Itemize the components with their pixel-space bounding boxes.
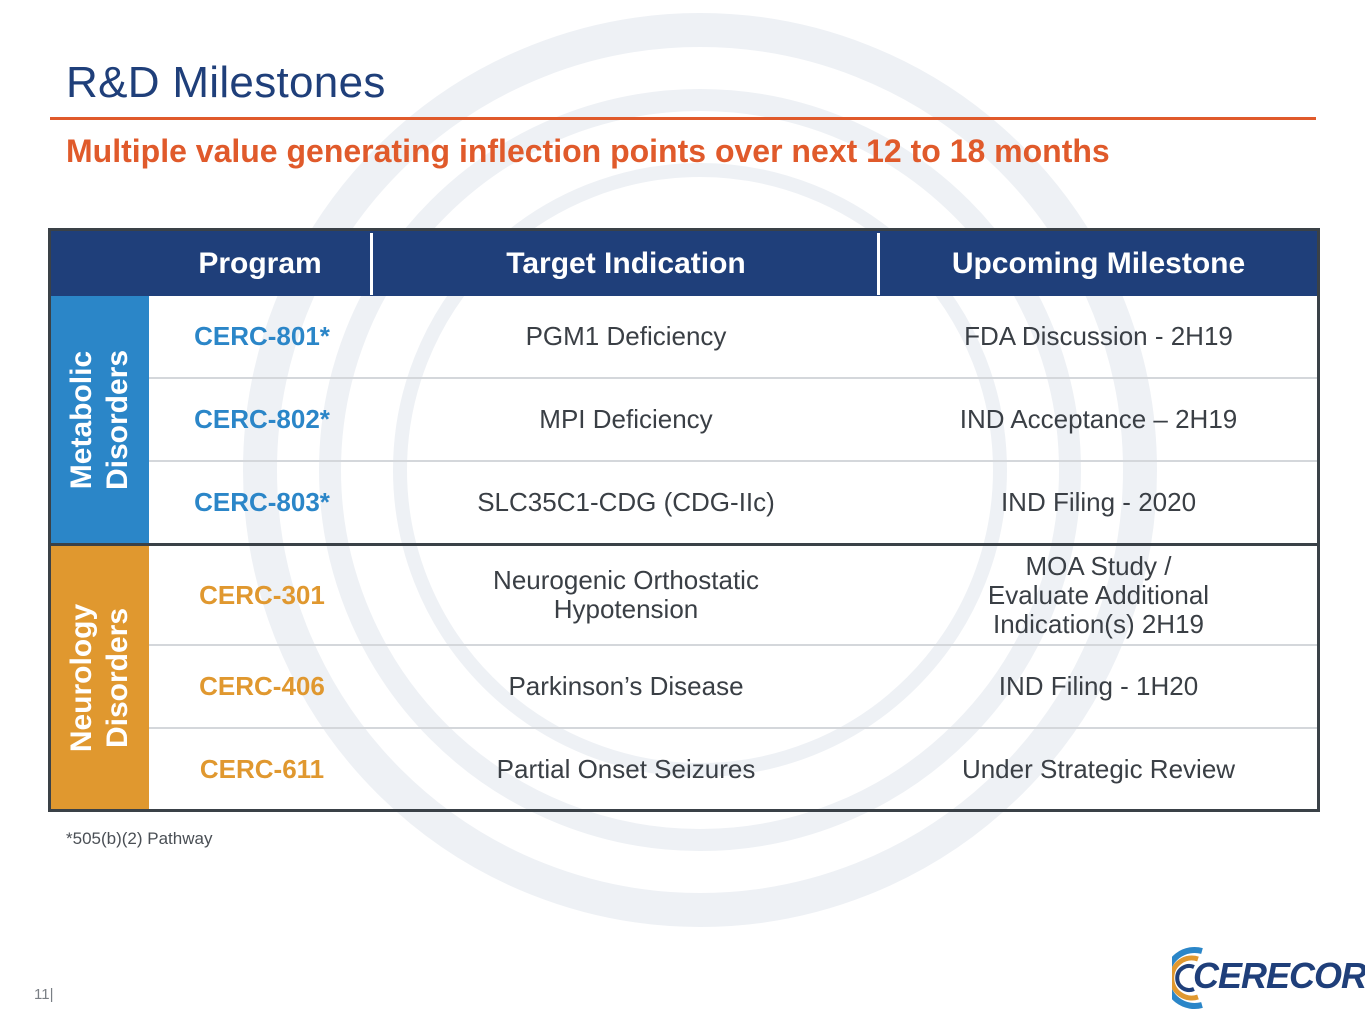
title-divider <box>50 117 1316 120</box>
upcoming-milestone: FDA Discussion - 2H19 <box>964 321 1233 351</box>
page-title: R&D Milestones <box>66 58 386 107</box>
milestone-line: MOA Study / <box>1025 550 1172 581</box>
logo-wordmark: CERECOR <box>1193 955 1365 996</box>
cerecor-logo-icon <box>1172 947 1203 1009</box>
category-metabolic-disorders: Metabolic Disorders <box>51 296 149 543</box>
header-upcoming-milestone: Upcoming Milestone <box>951 246 1246 280</box>
category-label-line2: Disorders <box>101 607 135 748</box>
indication-line: Hypotension <box>553 594 699 624</box>
milestone-line: Indication(s) 2H19 <box>993 608 1204 639</box>
table-header-row: Program Target Indication Upcoming Miles… <box>51 231 1317 296</box>
milestones-table: Program Target Indication Upcoming Miles… <box>48 228 1320 812</box>
table-row: CERC-802* MPI Deficiency IND Acceptance … <box>149 379 1317 462</box>
table-row: CERC-301 Neurogenic Orthostatic Hypotens… <box>149 546 1317 646</box>
category-label-line2: Disorders <box>101 349 134 490</box>
milestone-line: Evaluate Additional <box>987 579 1210 610</box>
upcoming-milestone: MOA Study / Evaluate Additional Indicati… <box>880 546 1317 644</box>
header-target-indication: Target Indication <box>506 246 746 280</box>
table-row: CERC-803* SLC35C1-CDG (CDG-IIc) IND Fili… <box>149 462 1317 543</box>
upcoming-milestone: IND Filing - 1H20 <box>998 671 1199 701</box>
program-name: CERC-406 <box>199 671 325 701</box>
indication-line: Neurogenic Orthostatic <box>493 565 759 595</box>
table-row: CERC-406 Parkinson’s Disease IND Filing … <box>149 646 1317 729</box>
category-label-line1: Neurology <box>65 603 99 752</box>
target-indication: Neurogenic Orthostatic Hypotension <box>373 546 879 644</box>
target-indication: Parkinson’s Disease <box>508 671 744 701</box>
table-row: CERC-611 Partial Onset Seizures Under St… <box>149 729 1317 809</box>
target-indication: Partial Onset Seizures <box>496 753 756 784</box>
program-name: CERC-802* <box>194 404 330 434</box>
program-name: CERC-611 <box>199 753 325 784</box>
footnote: *505(b)(2) Pathway <box>66 829 213 848</box>
category-label-line1: Metabolic <box>65 350 98 489</box>
header-program: Program <box>198 246 322 280</box>
table-row: CERC-801* PGM1 Deficiency FDA Discussion… <box>149 296 1317 379</box>
target-indication: PGM1 Deficiency <box>525 321 727 351</box>
upcoming-milestone: IND Acceptance – 2H19 <box>959 404 1238 434</box>
page-number: 11| <box>34 986 54 1003</box>
program-name: CERC-301 <box>199 579 325 610</box>
program-name: CERC-803* <box>194 487 330 517</box>
page-subtitle: Multiple value generating inflection poi… <box>66 133 1110 169</box>
target-indication: MPI Deficiency <box>539 404 713 434</box>
category-neurology-disorders: Neurology Disorders <box>51 546 149 809</box>
target-indication: SLC35C1-CDG (CDG-IIc) <box>477 487 775 517</box>
program-name: CERC-801* <box>194 321 330 351</box>
upcoming-milestone: IND Filing - 2020 <box>1000 487 1197 517</box>
upcoming-milestone: Under Strategic Review <box>961 753 1236 784</box>
